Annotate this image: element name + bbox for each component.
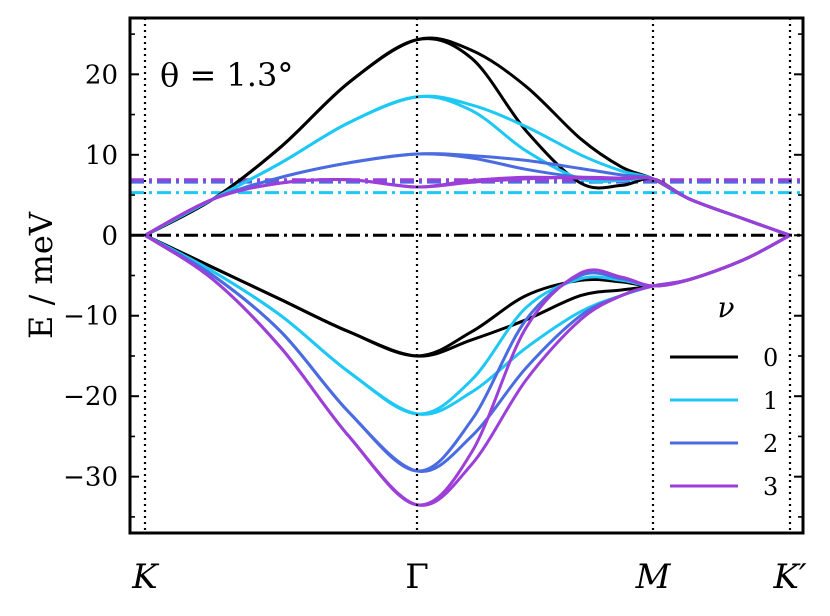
band-curve-nu-2-10	[144, 233, 791, 473]
band-curve-nu-3-14	[144, 233, 791, 507]
band-curve-nu-2-8	[144, 152, 791, 237]
kpoint-label-3: K′	[772, 557, 806, 597]
band-curve-nu-3-15	[144, 233, 791, 507]
kpoint-label-1: Γ	[405, 557, 429, 597]
twist-angle-annotation: θ = 1.3°	[160, 56, 293, 94]
legend-label-nu-3: 3	[763, 473, 778, 501]
band-curve-nu-1-5	[144, 94, 791, 237]
band-curve-nu-1-7	[144, 233, 791, 416]
legend-label-nu-0: 0	[763, 344, 778, 372]
legend-label-nu-2: 2	[763, 430, 778, 458]
y-tick-label: 0	[101, 221, 118, 251]
legend-label-nu-1: 1	[763, 387, 778, 415]
kpoint-label-2: M	[635, 557, 672, 597]
band-curve-nu-1-6	[144, 233, 791, 416]
y-tick-label: 20	[85, 60, 118, 90]
y-tick-label: −20	[63, 382, 118, 412]
y-tick-label: 10	[85, 141, 118, 171]
kpoint-label-0: K	[131, 557, 160, 597]
band-curves	[144, 36, 791, 507]
band-curve-nu-3-13	[144, 175, 791, 237]
y-axis-label: E / meV	[22, 211, 60, 339]
y-tick-label: −10	[63, 302, 118, 332]
band-curve-nu-1-4	[144, 95, 791, 237]
high-symmetry-lines	[143, 18, 792, 533]
band-curve-nu-2-11	[144, 233, 791, 473]
band-curve-nu-2-9	[144, 152, 791, 237]
y-tick-label: −30	[63, 463, 118, 493]
x-axis-kpoint-labels: K Γ M K′	[131, 557, 807, 597]
legend: ν 0 1 2 3	[670, 291, 778, 501]
band-curve-nu-3-12	[144, 175, 791, 237]
legend-title: ν	[717, 291, 734, 324]
